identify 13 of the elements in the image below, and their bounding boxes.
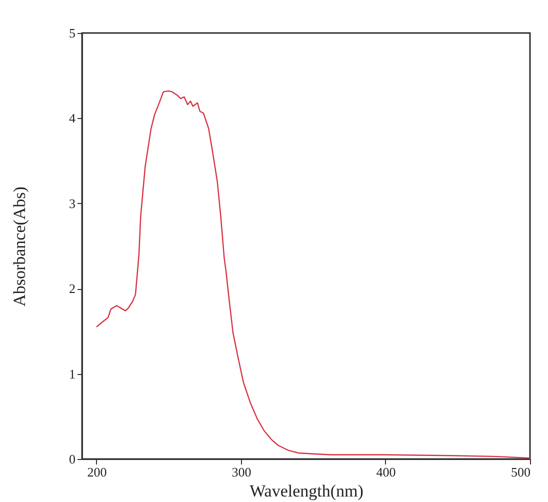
y-tick-label: 5 xyxy=(69,26,76,40)
y-tick-label: 0 xyxy=(69,452,76,466)
y-tick-label: 3 xyxy=(69,196,76,211)
x-tick-label: 200 xyxy=(87,464,107,480)
y-tick-label: 1 xyxy=(69,366,76,382)
x-tick-label: 500 xyxy=(511,464,530,480)
x-axis-title: Wavelength(nm) xyxy=(250,482,364,500)
x-tick-label: 300 xyxy=(232,464,252,480)
y-tick-label: 2 xyxy=(69,281,76,296)
y-axis-title: Absorbance(Abs) xyxy=(10,186,29,306)
line-series xyxy=(96,90,531,459)
y-tick-label: 4 xyxy=(69,110,76,126)
x-tick-label: 400 xyxy=(376,464,396,480)
